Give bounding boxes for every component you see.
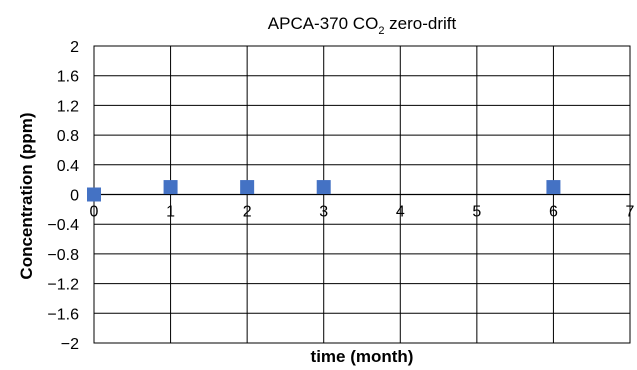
y-tick-label: −0.8	[47, 247, 79, 264]
x-tick-label: 1	[166, 204, 175, 221]
data-point	[316, 180, 331, 195]
chart-title: APCA-370 CO2 zero-drift	[268, 14, 457, 37]
y-tick-label: −1.6	[47, 306, 79, 323]
y-tick-label: −2	[61, 336, 79, 353]
y-tick-label: 1.2	[57, 98, 79, 115]
grid	[93, 45, 631, 344]
y-tick-label: −1.2	[47, 277, 79, 294]
data-point	[240, 180, 255, 195]
x-tick-label: 3	[319, 204, 328, 221]
y-tick-label: −0.4	[47, 217, 79, 234]
y-axis-label: Concentration (ppm)	[17, 112, 36, 279]
data-point	[87, 187, 101, 202]
y-tick-label: 1.6	[57, 69, 79, 86]
y-tick-label: 0	[70, 188, 79, 205]
x-tick-label: 2	[243, 204, 252, 221]
x-tick-label: 0	[90, 204, 99, 221]
x-tick-label: 7	[626, 204, 635, 221]
data-points	[87, 180, 561, 202]
x-axis-label: time (month)	[311, 347, 414, 366]
x-tick-label: 6	[549, 204, 558, 221]
data-point	[163, 180, 178, 195]
data-point	[546, 180, 561, 195]
tick-labels: 2 1.6 1.2 0.8 0.4 0 −0.4 −0.8 −1.2 −1.6 −2 0 1 2 3 4 5 6 7	[47, 39, 634, 353]
x-tick-label: 5	[472, 204, 481, 221]
y-tick-label: 0.4	[57, 158, 79, 175]
x-tick-label: 4	[396, 204, 405, 221]
y-tick-label: 0.8	[57, 128, 79, 145]
y-tick-label: 2	[70, 39, 79, 56]
